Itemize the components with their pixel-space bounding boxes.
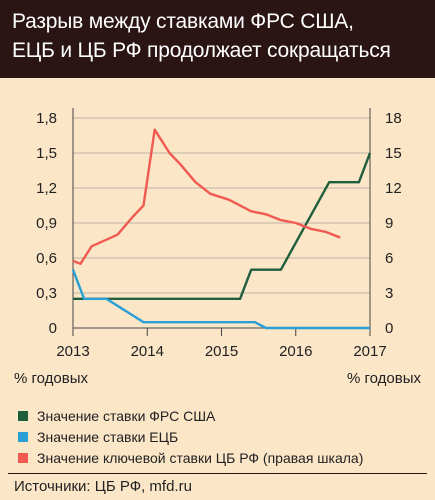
legend-label-cbr: Значение ключевой ставки ЦБ РФ (правая ш… [37,449,364,466]
title-line-2: ЕЦБ и ЦБ РФ продолжает сокращаться [12,39,391,62]
left-axis-unit: % годовых [14,370,89,387]
fed-rate-line [73,152,372,301]
y-left-tick-label: 0,6 [36,250,57,267]
source-note: Источники: ЦБ РФ, mfd.ru [14,478,192,495]
y-right-tick-label: 12 [385,180,402,197]
page-title: Разрыв между ставками ФРС США, ЕЦБ и ЦБ … [12,7,427,65]
y-right-tick-label: 18 [385,110,402,127]
x-tick-label: 2016 [279,343,312,360]
legend-label-fed: Значение ставки ФРС США [37,407,216,424]
series-lines [71,128,372,330]
y-right-tick-label: 15 [385,145,402,162]
right-axis-unit: % годовых [346,370,421,387]
x-tick-label: 2015 [205,343,238,360]
cbr-rate-line [72,128,341,266]
title-bar: Разрыв между ставками ФРС США, ЕЦБ и ЦБ … [0,0,435,78]
y-left-tick-label: 0,3 [36,285,57,302]
legend: Значение ставки ФРС США Значение ставки … [18,405,363,468]
y-right-tick-label: 9 [385,215,393,232]
x-tick-label: 2014 [131,343,164,360]
legend-label-ecb: Значение ставки ЕЦБ [37,428,179,445]
y-right-tick-label: 3 [385,285,393,302]
legend-item-cbr: Значение ключевой ставки ЦБ РФ (правая ш… [18,447,363,468]
legend-swatch-fed [18,410,28,421]
grid [73,117,370,294]
y-left-tick-label: 0 [49,320,57,337]
x-tick-label: 2017 [353,343,386,360]
y-left-tick-label: 1,2 [36,180,57,197]
y-left-tick-label: 0,9 [36,215,57,232]
title-line-1: Разрыв между ставками ФРС США, [12,10,354,33]
legend-swatch-ecb [18,431,28,442]
ecb-rate-line [71,269,370,330]
legend-item-ecb: Значение ставки ЕЦБ [18,426,363,447]
axes: 0 0 0,3 3 0,6 6 0,9 9 1,2 12 1,5 15 1,8 18 2013 2014 201… [36,108,402,360]
y-right-tick-label: 6 [385,250,393,267]
footer-divider [8,473,427,474]
legend-item-fed: Значение ставки ФРС США [18,405,363,426]
x-tick-label: 2013 [56,343,89,360]
y-left-tick-label: 1,8 [36,110,57,127]
legend-swatch-cbr [18,452,28,463]
y-left-tick-label: 1,5 [36,145,57,162]
line-chart: 0 0 0,3 3 0,6 6 0,9 9 1,2 12 1,5 15 1,8 18 2013 2014 201… [36,108,402,360]
y-right-tick-label: 0 [385,320,393,337]
